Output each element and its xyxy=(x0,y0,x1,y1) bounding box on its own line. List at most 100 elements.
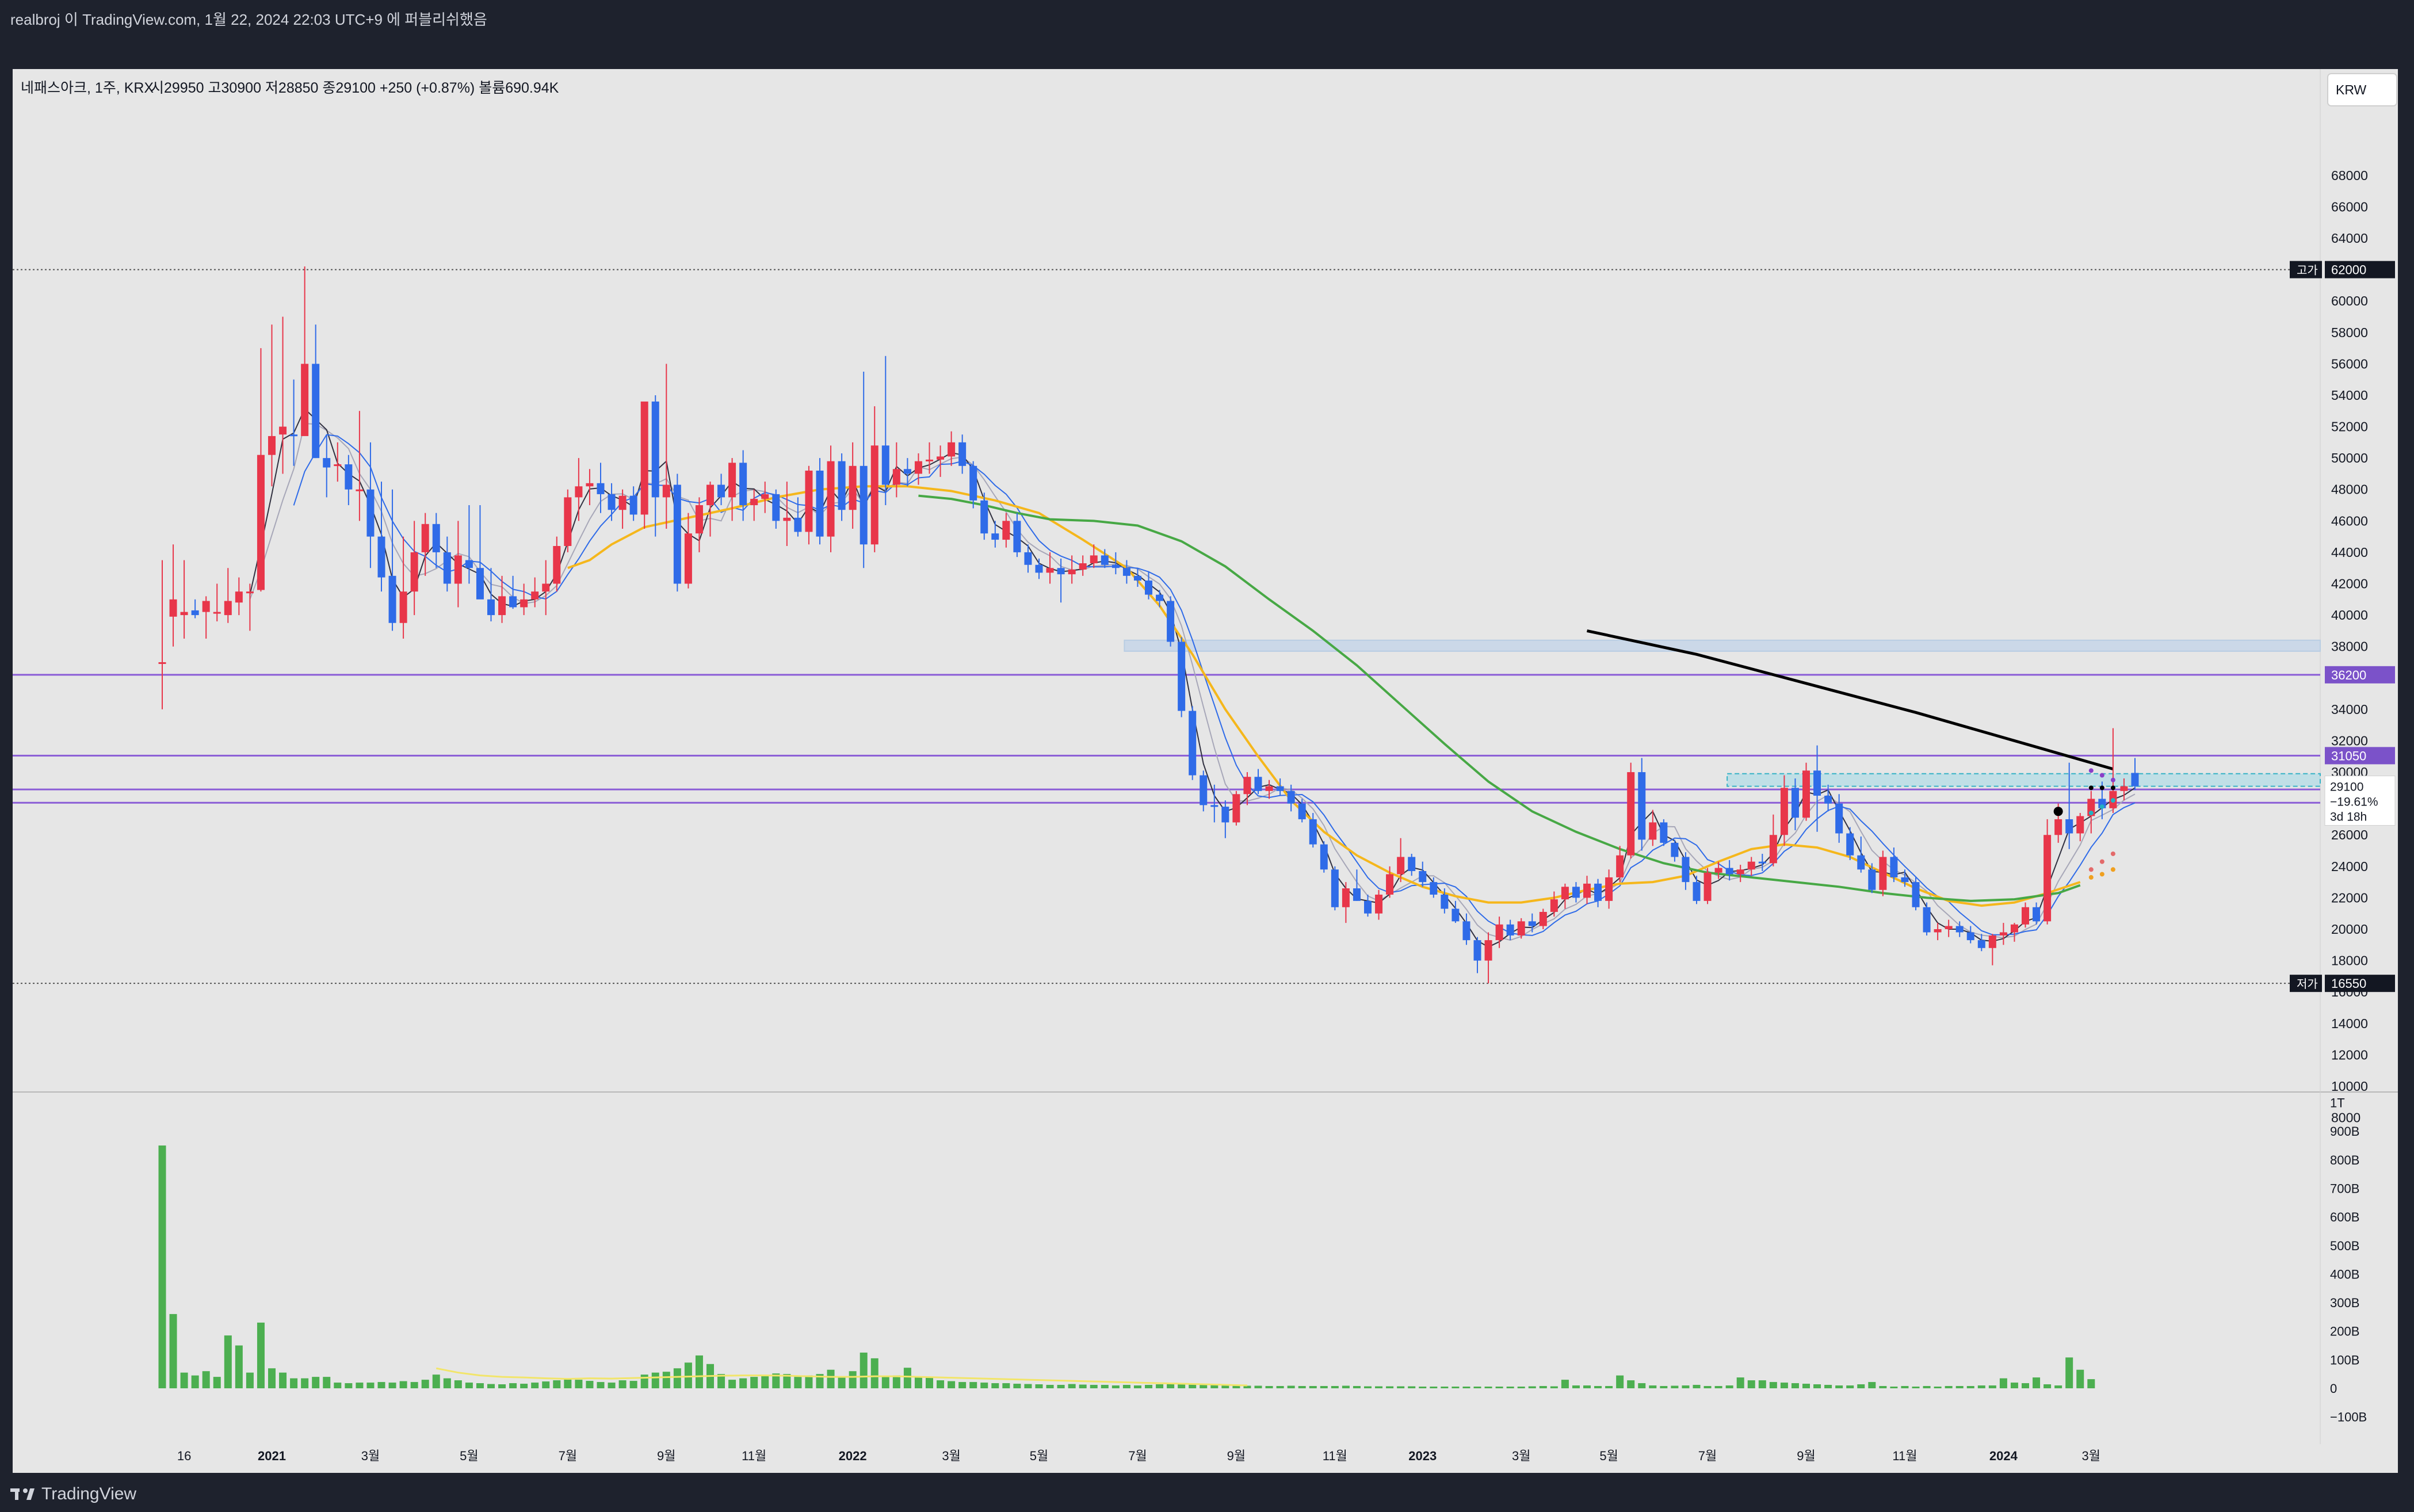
candle xyxy=(334,442,342,482)
price-zone[interactable] xyxy=(1124,639,2321,652)
volume-bar xyxy=(1298,1386,1306,1388)
candle-body xyxy=(1912,882,1920,907)
volume-bar xyxy=(1452,1387,1460,1388)
volume-bar xyxy=(629,1381,637,1388)
candle xyxy=(377,482,385,592)
candle xyxy=(1725,860,1733,881)
candle xyxy=(410,521,418,616)
candle xyxy=(1167,596,1175,647)
candle xyxy=(1243,772,1251,805)
candle xyxy=(1879,850,1887,896)
price-marker[interactable]: 62000 고가 xyxy=(2290,261,2395,278)
volume-bar xyxy=(1846,1385,1854,1388)
candle xyxy=(2120,778,2128,801)
candle-body xyxy=(783,517,791,521)
currency-selector[interactable]: KRW xyxy=(2327,73,2397,106)
candle xyxy=(608,483,616,521)
volume-bar xyxy=(1802,1384,1810,1388)
price-marker[interactable]: 31050 xyxy=(2325,747,2395,765)
candle xyxy=(1791,778,1799,831)
candle-body xyxy=(608,494,616,510)
volume-bar xyxy=(1824,1385,1832,1388)
candle-body xyxy=(2022,907,2029,925)
candle-body xyxy=(410,552,418,592)
volume-bar xyxy=(2065,1357,2073,1388)
volume-bar xyxy=(926,1377,933,1388)
volume-bar xyxy=(432,1374,440,1388)
projection-dot xyxy=(2110,867,2115,872)
price-pane[interactable] xyxy=(13,69,2320,1092)
tradingview-logo[interactable]: TradingView xyxy=(10,1484,136,1504)
time-tick-label: 9월 xyxy=(657,1449,675,1463)
projection-dot xyxy=(2099,773,2104,778)
candle xyxy=(301,266,309,436)
candle-body xyxy=(1868,869,1876,890)
candle xyxy=(1627,762,1635,859)
trend-line[interactable] xyxy=(1586,629,2114,770)
candle-body xyxy=(1419,871,1427,883)
volume-bar xyxy=(783,1374,791,1388)
price-zone[interactable] xyxy=(1727,773,2321,787)
candle-body xyxy=(980,500,988,534)
time-tick-label: 11월 xyxy=(742,1449,766,1463)
volume-bar xyxy=(717,1374,725,1388)
price-marker[interactable]: 16550 저가 xyxy=(2290,975,2395,992)
volume-bar xyxy=(608,1383,616,1388)
volume-pane[interactable] xyxy=(13,1092,2320,1444)
volume-bar xyxy=(366,1383,375,1388)
publish-note: realbroj 이 TradingView.com, 1월 22, 2024 … xyxy=(10,11,487,28)
volume-bar xyxy=(1572,1385,1580,1388)
candle-body xyxy=(1090,555,1098,564)
candle xyxy=(1386,866,1394,898)
candle-body xyxy=(1649,822,1657,840)
volume-bar xyxy=(695,1355,703,1388)
candle xyxy=(1703,868,1712,904)
candle xyxy=(1013,513,1021,558)
candle-body xyxy=(1320,844,1328,870)
candle-body xyxy=(1342,888,1350,907)
current-price-marker[interactable]: 29100 −19.61% 3d 18h xyxy=(2324,776,2396,826)
candle-body xyxy=(564,497,572,547)
candle xyxy=(564,489,572,552)
candle xyxy=(640,401,648,529)
candle-body xyxy=(2076,816,2084,834)
price-chart[interactable]: 68000 66000 64000 62000 60000 58000 56000 54000… xyxy=(0,0,2414,1473)
candle-body xyxy=(1714,868,1722,873)
volume-bar xyxy=(520,1384,528,1388)
volume-bar xyxy=(421,1380,429,1388)
candle-body xyxy=(531,591,539,600)
price-marker-tag-bg xyxy=(2290,975,2322,992)
candle-body xyxy=(399,591,407,623)
time-tick-label: 11월 xyxy=(1892,1449,1917,1463)
volume-bar xyxy=(2044,1384,2052,1388)
price-marker-tag: 저가 xyxy=(2297,978,2318,991)
price-tick-label: 44000 xyxy=(2331,545,2368,560)
volume-bar xyxy=(356,1383,364,1388)
candle xyxy=(1276,778,1284,796)
volume-bar xyxy=(761,1375,769,1388)
candle xyxy=(553,536,561,592)
volume-bar xyxy=(542,1381,550,1388)
time-tick-label: 2024 xyxy=(1989,1449,2018,1463)
time-tick-label: 2023 xyxy=(1408,1449,1437,1463)
price-tick-label: 64000 xyxy=(2331,231,2368,246)
volume-bar xyxy=(1342,1385,1350,1388)
candle xyxy=(980,492,988,540)
candle-body xyxy=(1298,803,1306,819)
price-tick-label: 52000 xyxy=(2331,419,2368,434)
candle xyxy=(399,536,407,639)
candle xyxy=(1682,852,1690,890)
candle xyxy=(1068,555,1076,584)
candle-body xyxy=(914,461,922,474)
candle xyxy=(213,583,221,622)
volume-bar xyxy=(1945,1386,1953,1388)
candle xyxy=(268,324,276,487)
candle-body xyxy=(1221,807,1229,823)
volume-bar xyxy=(772,1373,780,1388)
candle-body xyxy=(345,464,353,490)
volume-bar xyxy=(388,1383,396,1388)
price-marker[interactable]: 36200 xyxy=(2325,666,2395,684)
candle-body xyxy=(903,469,911,474)
candle xyxy=(1506,919,1514,941)
volume-bar xyxy=(1079,1384,1087,1388)
